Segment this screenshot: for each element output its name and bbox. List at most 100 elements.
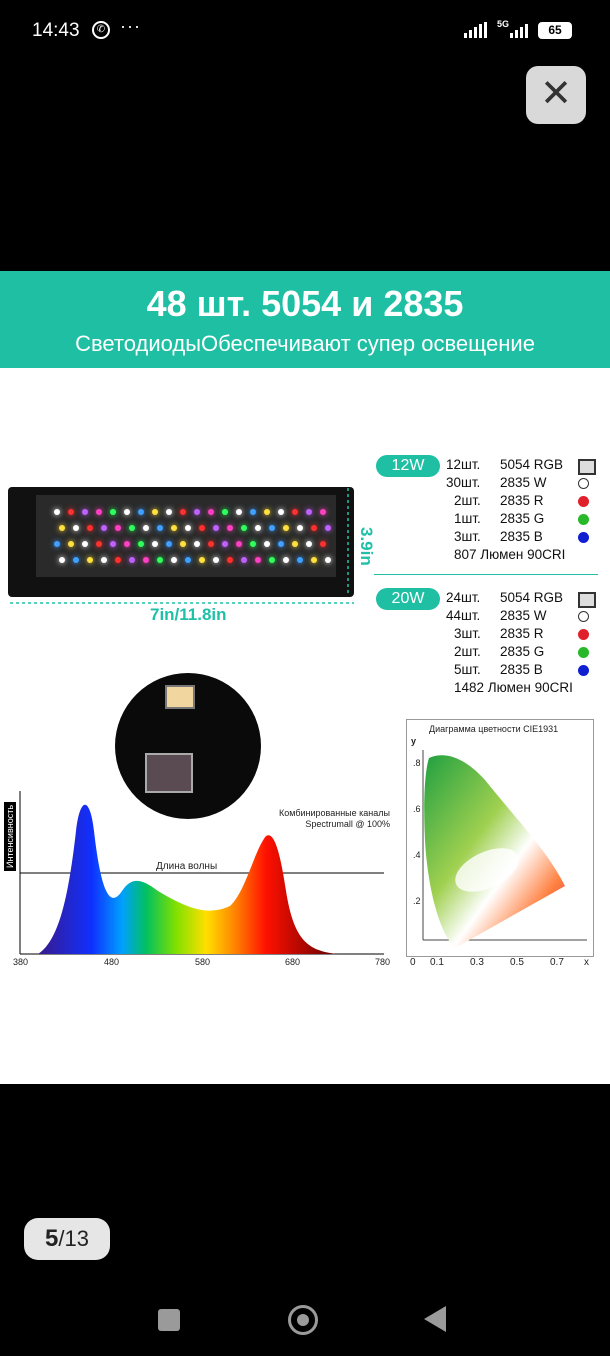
spec-12w-list: 12шт. 5054 RGB 30шт. 2835 W 2шт. 2835 R 1шт. 28… (446, 457, 606, 562)
spec-type: 2835 G (500, 511, 545, 526)
height-dimension: 3.9in (357, 527, 376, 566)
led-dot (110, 541, 116, 547)
led-color-dot (578, 665, 589, 676)
spec-type: 5054 RGB (500, 590, 564, 605)
led-dot (143, 525, 149, 531)
spec-type: 2835 B (500, 662, 543, 677)
spec-count: 2шт. (454, 493, 481, 508)
led-dot (241, 557, 247, 563)
spec-row: 3шт. 2835 R (446, 626, 606, 644)
led-dot (199, 557, 205, 563)
home-button[interactable] (288, 1305, 318, 1335)
led-dot (82, 509, 88, 515)
spec-row: 12шт. 5054 RGB (446, 457, 606, 475)
banner-subtitle: СветодиодыОбеспечивают супер освещение (75, 331, 535, 356)
led-dot (227, 525, 233, 531)
banner-title: 48 шт. 5054 и 2835 (146, 283, 464, 324)
spectrum-caption1: Комбинированные каналы (279, 808, 390, 818)
led-dot (171, 557, 177, 563)
page-indicator: 5/13 (24, 1218, 110, 1260)
led-dot (283, 557, 289, 563)
more-notifications-icon: ··· (120, 16, 141, 36)
led-dot (180, 541, 186, 547)
led-dot (213, 557, 219, 563)
width-dimension: 7in/11.8in (150, 605, 227, 624)
led-dot (222, 541, 228, 547)
led-dot (87, 557, 93, 563)
led-dot (311, 525, 317, 531)
led-color-dot (578, 514, 589, 525)
led-dot (236, 541, 242, 547)
back-button[interactable] (424, 1306, 446, 1332)
spectrum-caption2: Spectrumall @ 100% (305, 819, 390, 829)
led-dot (325, 557, 331, 563)
cie-diagram: Диаграмма цветности CIE1931 y .8 .6 .4 .… (406, 719, 594, 957)
cie-ytick-08: .8 (413, 758, 421, 768)
led-dot (325, 525, 331, 531)
recents-button[interactable] (158, 1309, 180, 1331)
spectrum-tick-680: 680 (285, 957, 301, 967)
spec-row: 5шт. 2835 B (446, 662, 606, 680)
page-separator: / (58, 1226, 65, 1251)
spectrum-graph (19, 791, 384, 955)
led-dot (180, 509, 186, 515)
spec-20w-list: 24шт. 5054 RGB 44шт. 2835 W 3шт. 2835 R 2шт. 28… (446, 590, 606, 695)
led-dot (213, 525, 219, 531)
home-icon (297, 1314, 309, 1326)
led-dot (199, 525, 205, 531)
led-dot (278, 509, 284, 515)
status-bar: 14:43 ✆ ··· 5G 65 (0, 0, 610, 62)
cie-xtick-07: 0.7 (550, 957, 564, 968)
spec-count: 44шт. (446, 608, 481, 623)
led-dot (73, 525, 79, 531)
spec-count: 3шт. (454, 626, 481, 641)
cie-xtick-01: 0.1 (430, 957, 444, 968)
spec-type: 2835 R (500, 626, 544, 641)
cie-title: Диаграмма цветности CIE1931 (429, 724, 559, 734)
led-dot (297, 557, 303, 563)
spec-type: 2835 R (500, 493, 544, 508)
led-dot (269, 557, 275, 563)
led-dot (73, 557, 79, 563)
led-dot (115, 557, 121, 563)
led-dot (194, 509, 200, 515)
led-dot (59, 525, 65, 531)
spec-row: 24шт. 5054 RGB (446, 590, 606, 608)
spec-divider (374, 574, 598, 575)
led-color-dot (578, 496, 589, 507)
led-dot (101, 525, 107, 531)
cie-graph (422, 750, 587, 948)
led-dot (283, 525, 289, 531)
led-dot (82, 541, 88, 547)
led-dot (152, 509, 158, 515)
led-dot (208, 541, 214, 547)
led-rgb-chip (145, 753, 193, 793)
led-dot (143, 557, 149, 563)
close-button[interactable]: ✕ (526, 66, 586, 124)
led-dot (222, 509, 228, 515)
led-dot (255, 557, 261, 563)
cie-ytick-06: .6 (413, 804, 421, 814)
status-time: 14:43 (32, 20, 80, 41)
led-dot (320, 509, 326, 515)
product-image: 48 шт. 5054 и 2835 СветодиодыОбеспечиваю… (0, 271, 610, 1084)
led-dot (96, 541, 102, 547)
led-dot (54, 541, 60, 547)
led-dot (185, 525, 191, 531)
spec-type: 2835 G (500, 644, 545, 659)
cie-ytick-04: .4 (413, 850, 421, 860)
led-dot (110, 509, 116, 515)
spec-row: 44шт. 2835 W (446, 608, 606, 626)
network-type: 5G (497, 19, 510, 29)
height-dimension-line (347, 488, 349, 596)
led-dot (320, 541, 326, 547)
led-dot (250, 541, 256, 547)
spec-20w-badge: 20W (376, 588, 440, 610)
led-dot (292, 509, 298, 515)
led-dot (54, 509, 60, 515)
spec-count: 30шт. (446, 475, 481, 490)
led-closeup (115, 673, 261, 819)
spectrum-ylabel: Интенсивность (4, 801, 16, 871)
led-dot (264, 541, 270, 547)
led-dot (157, 525, 163, 531)
